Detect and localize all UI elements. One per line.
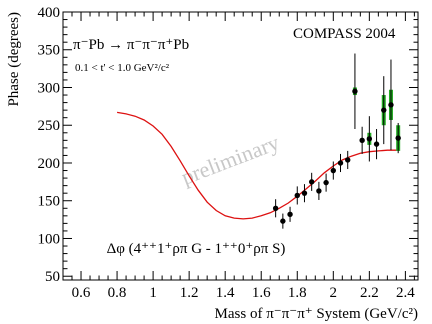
- data-point: [280, 218, 286, 224]
- y-tick-label: 400: [38, 5, 61, 21]
- y-tick-label: 150: [38, 194, 61, 210]
- data-point: [272, 205, 279, 211]
- data-point: [294, 192, 300, 199]
- x-tick-label: 0.6: [72, 285, 91, 301]
- x-tick-label: 0.8: [108, 285, 127, 301]
- y-tick-label: 300: [38, 80, 61, 96]
- x-tick-label: 1.8: [288, 285, 307, 301]
- y-tick-label: 350: [38, 43, 61, 59]
- data-point: [287, 211, 293, 218]
- x-tick-label: 1.4: [216, 285, 235, 301]
- y-tick-label: 50: [45, 269, 60, 285]
- data-point: [366, 136, 373, 142]
- x-tick-label: 1: [149, 285, 157, 301]
- y-tick-label: 200: [38, 156, 61, 172]
- data-points-layer: [272, 53, 401, 229]
- plot-frame: [62, 11, 419, 281]
- data-point: [395, 135, 401, 141]
- data-point: [359, 137, 365, 144]
- data-point: [323, 179, 329, 186]
- x-axis-title: Mass of π⁻π⁻π⁺ System (GeV/c²): [215, 306, 418, 322]
- data-point: [308, 179, 315, 185]
- x-tick-label: 2: [330, 285, 338, 301]
- data-point: [301, 190, 308, 196]
- data-point: [388, 102, 394, 108]
- data-point: [345, 157, 351, 163]
- phase-difference-label: Δφ (4⁺⁺1⁺ρπ G - 1⁺⁺0⁺ρπ S): [107, 241, 286, 257]
- x-tick-label: 2.4: [396, 285, 415, 301]
- data-point: [373, 141, 380, 147]
- t-range-label: 0.1 < t' < 1.0 GeV²/c²: [75, 62, 170, 74]
- reaction-label: π⁻Pb → π⁻π⁻π⁺Pb: [73, 37, 189, 53]
- x-tick-label: 1.2: [180, 285, 199, 301]
- axis-ticks-layer: 0.6 0.8 1 1.2 1.4 1.6 1.8 2 2.2 2.4 50 100 150 200 250…: [38, 5, 418, 301]
- x-tick-label: 2.2: [360, 285, 379, 301]
- data-point: [330, 167, 337, 174]
- experiment-label: COMPASS 2004: [293, 26, 396, 42]
- data-point: [381, 107, 387, 113]
- y-tick-label: 250: [38, 118, 61, 134]
- data-point: [337, 160, 344, 166]
- y-axis-title: Phase (degrees): [6, 12, 22, 107]
- fit-curve: [116, 111, 397, 220]
- fit-curve-layer: [116, 111, 397, 220]
- x-tick-label: 1.6: [252, 285, 271, 301]
- data-point: [352, 88, 358, 94]
- y-tick-label: 100: [38, 231, 61, 247]
- data-point: [316, 188, 322, 194]
